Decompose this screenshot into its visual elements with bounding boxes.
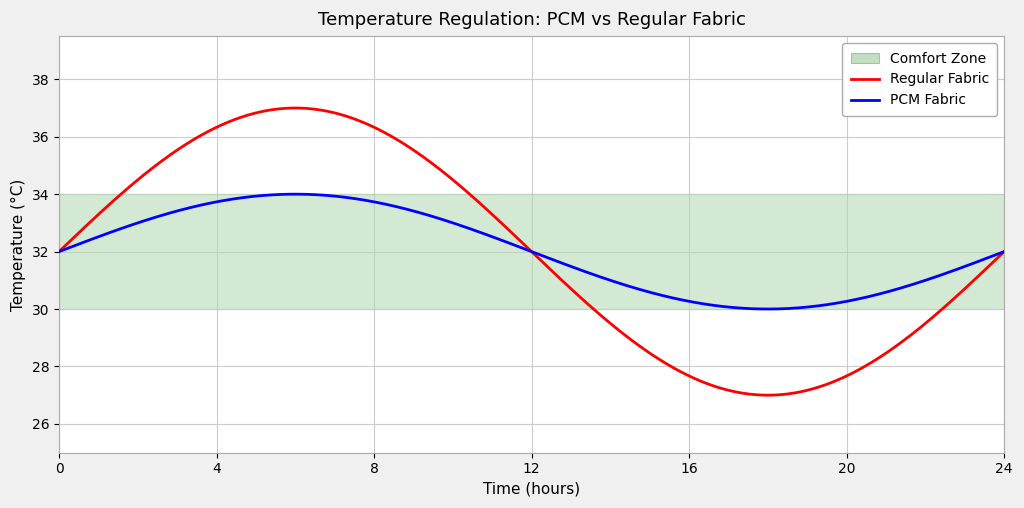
Title: Temperature Regulation: PCM vs Regular Fabric: Temperature Regulation: PCM vs Regular F… [317,11,745,29]
Legend: Comfort Zone, Regular Fabric, PCM Fabric: Comfort Zone, Regular Fabric, PCM Fabric [843,43,997,116]
Y-axis label: Temperature (°C): Temperature (°C) [11,178,27,310]
Bar [59,194,1005,309]
X-axis label: Time (hours): Time (hours) [483,482,581,497]
